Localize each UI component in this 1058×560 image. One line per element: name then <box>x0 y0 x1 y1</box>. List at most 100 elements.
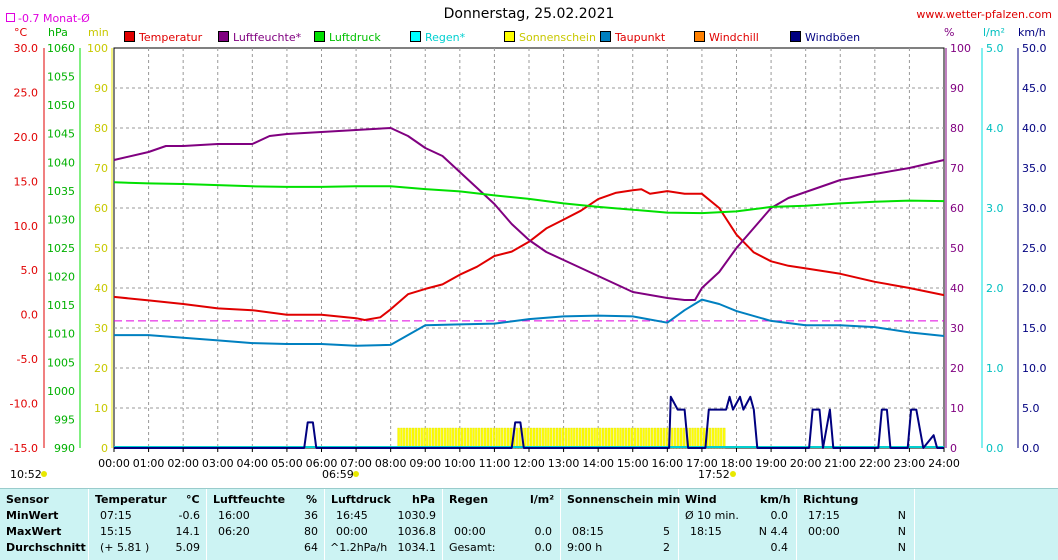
sunshine-bar <box>555 427 559 449</box>
sunshine-bar <box>506 427 510 449</box>
legend-item-temperatur: Temperatur <box>124 31 202 45</box>
sunshine-bar <box>674 427 677 449</box>
sunshine-bar <box>524 427 527 449</box>
sunshine-bar <box>642 427 645 449</box>
sunshine-bar <box>414 427 418 449</box>
y-tick-label: 1015 <box>47 299 75 312</box>
x-tick-label: 22:00 <box>859 457 891 470</box>
month-average-icon <box>6 13 15 22</box>
sunshine-bar <box>625 427 628 449</box>
sunshine-bar <box>570 427 573 449</box>
sunshine-bar <box>452 427 455 449</box>
sunshine-bar <box>466 427 469 449</box>
legend-label: Windböen <box>805 31 861 44</box>
legend-item-regen: Regen* <box>410 31 465 45</box>
x-tick-label: 13:00 <box>548 457 580 470</box>
sunshine-bar <box>697 427 700 449</box>
y-tick-label: 30.0 <box>14 42 39 55</box>
sunshine-bar <box>498 427 501 449</box>
x-tick-label: 10:00 <box>444 457 476 470</box>
site-link[interactable]: www.wetter-pfalzen.com <box>916 8 1052 21</box>
row-header-max: MaxWert <box>6 525 62 538</box>
rain-total-val: 0.0 <box>534 541 553 554</box>
press-avg-val: 1034.1 <box>397 541 437 554</box>
rain-max-val: 0.0 <box>534 525 553 538</box>
y-tick-label: 1005 <box>47 356 75 369</box>
x-tick-label: 23:00 <box>894 457 926 470</box>
x-tick-label: 19:00 <box>755 457 787 470</box>
unit-lm2: l/m² <box>983 26 1005 39</box>
sunshine-bar <box>481 427 484 449</box>
temperature-axis: 30.0 25.0 20.0 15.0 10.0 5.0 0.0 -5.0 -10.0 -15.0 <box>10 42 1019 455</box>
sunshine-bar <box>561 427 565 449</box>
temp-max-time: 15:15 <box>100 525 132 538</box>
sunshine-bar <box>460 427 464 449</box>
y-tick-label: 0 <box>950 442 957 455</box>
y-tick-label: 0.0 <box>21 309 39 322</box>
y-tick-label: 60 <box>950 202 964 215</box>
press-max-val: 1036.8 <box>397 525 437 538</box>
temp-avg-val: 5.09 <box>175 541 201 554</box>
row-header-sensor: Sensor <box>6 493 49 506</box>
sunshine-bar <box>547 427 550 449</box>
unit-hpa: hPa <box>48 26 68 39</box>
hum-max-time: 06:20 <box>218 525 250 538</box>
wind-avg-val: 0.4 <box>770 541 789 554</box>
month-average-label: -0.7 Monat-Ø <box>6 12 90 25</box>
sunshine-bar <box>656 427 660 449</box>
left-time-sun-icon <box>41 471 47 477</box>
press-min-time: 16:45 <box>336 509 368 522</box>
sunshine-bar <box>558 427 562 449</box>
legend-label: Taupunkt <box>615 31 666 44</box>
y-tick-label: 30 <box>950 322 964 335</box>
y-tick-label: 100 <box>87 42 108 55</box>
sunshine-bar <box>406 427 409 449</box>
col-rain-unit: l/m² <box>530 493 555 506</box>
sunshine-bar <box>651 427 654 449</box>
rain-max-time: 00:00 <box>454 525 486 538</box>
sunshine-bar <box>648 427 651 449</box>
x-tick-label: 06:00 <box>306 457 338 470</box>
hum-min-time: 16:00 <box>218 509 250 522</box>
x-tick-label: 11:00 <box>479 457 511 470</box>
col-hum-unit: % <box>306 493 318 506</box>
legend-swatch <box>600 31 611 42</box>
sunshine-bar <box>723 427 726 449</box>
sunshine-bar <box>483 427 487 449</box>
y-tick-label: 4.0 <box>986 122 1004 135</box>
sunshine-bar <box>397 427 400 449</box>
sunshine-bar <box>446 427 449 449</box>
sunshine-bar <box>616 427 619 449</box>
y-tick-label: 10 <box>950 402 964 415</box>
sunshine-bar <box>720 427 723 449</box>
col-press-header: Luftdruck <box>331 493 391 506</box>
col-wind-header: Wind <box>685 493 717 506</box>
y-tick-label: 2.0 <box>986 282 1004 295</box>
x-tick-label: 08:00 <box>375 457 407 470</box>
y-tick-label: 50 <box>950 242 964 255</box>
legend-label: Windchill <box>709 31 759 44</box>
sunshine-bar <box>671 427 674 449</box>
y-tick-label: 20 <box>950 362 964 375</box>
sunshine-bar <box>486 427 490 449</box>
y-tick-label: 100 <box>950 42 971 55</box>
series-line-temperatur <box>113 188 945 321</box>
sunshine-bar <box>593 427 596 449</box>
sunshine-bar <box>426 427 429 449</box>
sunshine-bar <box>530 427 533 449</box>
row-header-avg: Durchschnitt <box>6 541 86 554</box>
sunshine-bar <box>437 427 441 449</box>
sunshine-bar <box>700 427 703 449</box>
sunshine-bar <box>682 427 686 449</box>
sunshine-bar <box>449 427 452 449</box>
col-wind-unit: km/h <box>760 493 791 506</box>
hum-max-val: 80 <box>304 525 318 538</box>
sunshine-bar <box>443 427 446 449</box>
sunshine-bar <box>602 427 605 449</box>
y-tick-label: 1010 <box>47 328 75 341</box>
y-tick-label: 1020 <box>47 271 75 284</box>
x-tick-label: 05:00 <box>271 457 303 470</box>
sunshine-bar <box>475 427 478 449</box>
sunshine-bar <box>578 427 582 449</box>
